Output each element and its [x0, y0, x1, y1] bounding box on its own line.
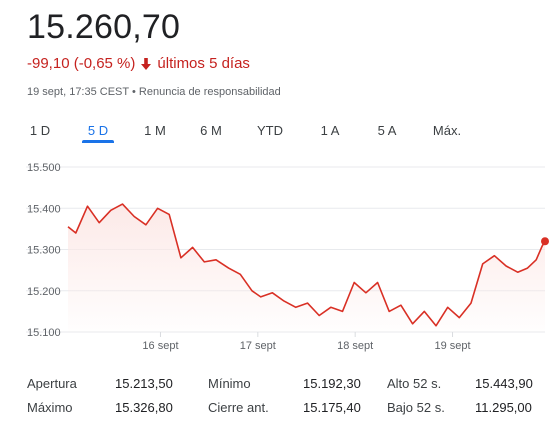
x-tick-label: 18 sept — [337, 340, 373, 352]
tab-max[interactable]: Máx. — [432, 123, 462, 138]
arrow-down-icon — [141, 57, 152, 70]
tab-6m[interactable]: 6 M — [200, 123, 222, 138]
y-tick-label: 15.300 — [27, 245, 61, 257]
series-line — [67, 203, 546, 327]
stat-label-cierre-ant: Cierre ant. — [208, 400, 269, 415]
tab-1m[interactable]: 1 M — [144, 123, 166, 138]
price-change: -99,10 (-0,65 %) — [27, 55, 136, 72]
tab-5d[interactable]: 5 D — [87, 123, 109, 138]
stat-value-maximo: 15.326,80 — [115, 400, 173, 415]
last-point-marker — [541, 237, 549, 246]
stat-value-bajo-52: 11.295,00 — [475, 400, 532, 415]
active-tab-indicator — [82, 140, 114, 143]
period-label: últimos 5 días — [157, 55, 250, 72]
stat-label-maximo: Máximo — [27, 400, 73, 415]
y-tick-label: 15.100 — [27, 327, 61, 339]
price-chart[interactable]: 15.500 15.400 15.300 15.200 15.100 16 sept 17 … — [0, 150, 559, 365]
tab-ytd[interactable]: YTD — [257, 123, 283, 138]
chart-labels: 15.500 15.400 15.300 15.200 15.100 16 sept 17 … — [27, 162, 471, 352]
stat-value-cierre-ant: 15.175,40 — [303, 400, 361, 415]
disclaimer-link[interactable]: Renuncia de responsabilidad — [138, 86, 281, 98]
stat-value-apertura: 15.213,50 — [115, 376, 173, 391]
price-change-row: -99,10 (-0,65 %) últimos 5 días — [27, 55, 250, 72]
timestamp: 19 sept, 17:35 CEST — [27, 86, 129, 98]
tab-5a[interactable]: 5 A — [377, 123, 397, 138]
stat-value-minimo: 15.192,30 — [303, 376, 361, 391]
x-tick-label: 16 sept — [142, 340, 178, 352]
stat-label-alto-52: Alto 52 s. — [387, 376, 442, 391]
stat-label-apertura: Apertura — [27, 376, 77, 391]
stat-label-minimo: Mínimo — [208, 376, 251, 391]
chart-area — [68, 204, 545, 332]
y-tick-label: 15.500 — [27, 162, 61, 174]
timestamp-row: 19 sept, 17:35 CEST • Renuncia de respon… — [27, 86, 281, 98]
range-tabs: 1 D 5 D 1 M 6 M YTD 1 A 5 A Máx. — [24, 118, 544, 146]
tab-1a[interactable]: 1 A — [320, 123, 340, 138]
stat-label-bajo-52: Bajo 52 s. — [387, 400, 445, 415]
chart-line — [67, 203, 549, 327]
y-tick-label: 15.200 — [27, 286, 61, 298]
stat-value-alto-52: 15.443,90 — [475, 376, 533, 391]
tab-1d[interactable]: 1 D — [29, 123, 51, 138]
y-tick-label: 15.400 — [27, 203, 61, 215]
separator: • — [131, 86, 136, 98]
x-tick-label: 17 sept — [240, 340, 276, 352]
current-price: 15.260,70 — [27, 8, 181, 46]
area-fill — [68, 204, 545, 332]
x-tick-label: 19 sept — [434, 340, 470, 352]
